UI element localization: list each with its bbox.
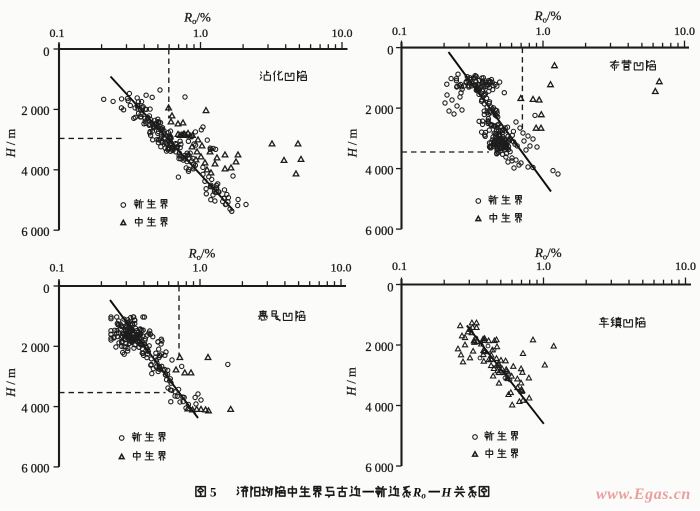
svg-text:0.1: 0.1 — [392, 259, 407, 273]
svg-text:H / m: H / m — [346, 128, 360, 158]
svg-text:10.0: 10.0 — [331, 261, 352, 275]
svg-text:H / m: H / m — [4, 128, 18, 158]
svg-text:Ro/%: Ro/% — [534, 245, 562, 262]
svg-text:0: 0 — [387, 43, 393, 57]
svg-text:Ro/%: Ro/% — [188, 246, 216, 263]
svg-text:0.1: 0.1 — [392, 24, 407, 38]
svg-text:H / m: H / m — [345, 367, 359, 397]
svg-text:1.0: 1.0 — [193, 26, 208, 40]
svg-text:0: 0 — [43, 45, 49, 59]
svg-text:10.0: 10.0 — [675, 259, 696, 273]
svg-text:2 000: 2 000 — [21, 104, 49, 118]
svg-text:4 000: 4 000 — [365, 163, 393, 177]
svg-text:Ro/%: Ro/% — [183, 9, 211, 26]
svg-text:H / m: H / m — [4, 368, 18, 398]
svg-text:4 000: 4 000 — [21, 165, 49, 179]
svg-text:10.0: 10.0 — [332, 26, 353, 40]
svg-text:H: H — [441, 485, 453, 499]
svg-text:5: 5 — [210, 485, 217, 500]
svg-text:2 000: 2 000 — [21, 341, 49, 355]
svg-text:0: 0 — [43, 282, 49, 296]
svg-text:1.0: 1.0 — [536, 24, 551, 38]
svg-text:4 000: 4 000 — [365, 400, 393, 414]
svg-text:6 000: 6 000 — [21, 462, 49, 476]
svg-text:0.1: 0.1 — [50, 26, 65, 40]
svg-text:6 000: 6 000 — [365, 461, 393, 475]
svg-text:1.0: 1.0 — [536, 259, 551, 273]
svg-text:Ro/%: Ro/% — [534, 8, 562, 25]
svg-text:6 000: 6 000 — [365, 224, 393, 238]
svg-text:6 000: 6 000 — [21, 225, 49, 239]
svg-text:1.0: 1.0 — [193, 261, 208, 275]
svg-text:10.0: 10.0 — [674, 24, 695, 38]
svg-text:0.1: 0.1 — [50, 261, 65, 275]
svg-text:www.Egas.cn: www.Egas.cn — [596, 486, 691, 503]
svg-text:0: 0 — [387, 280, 393, 294]
svg-text:2 000: 2 000 — [365, 340, 393, 354]
svg-text:2 000: 2 000 — [365, 103, 393, 117]
svg-text:4 000: 4 000 — [21, 401, 49, 415]
